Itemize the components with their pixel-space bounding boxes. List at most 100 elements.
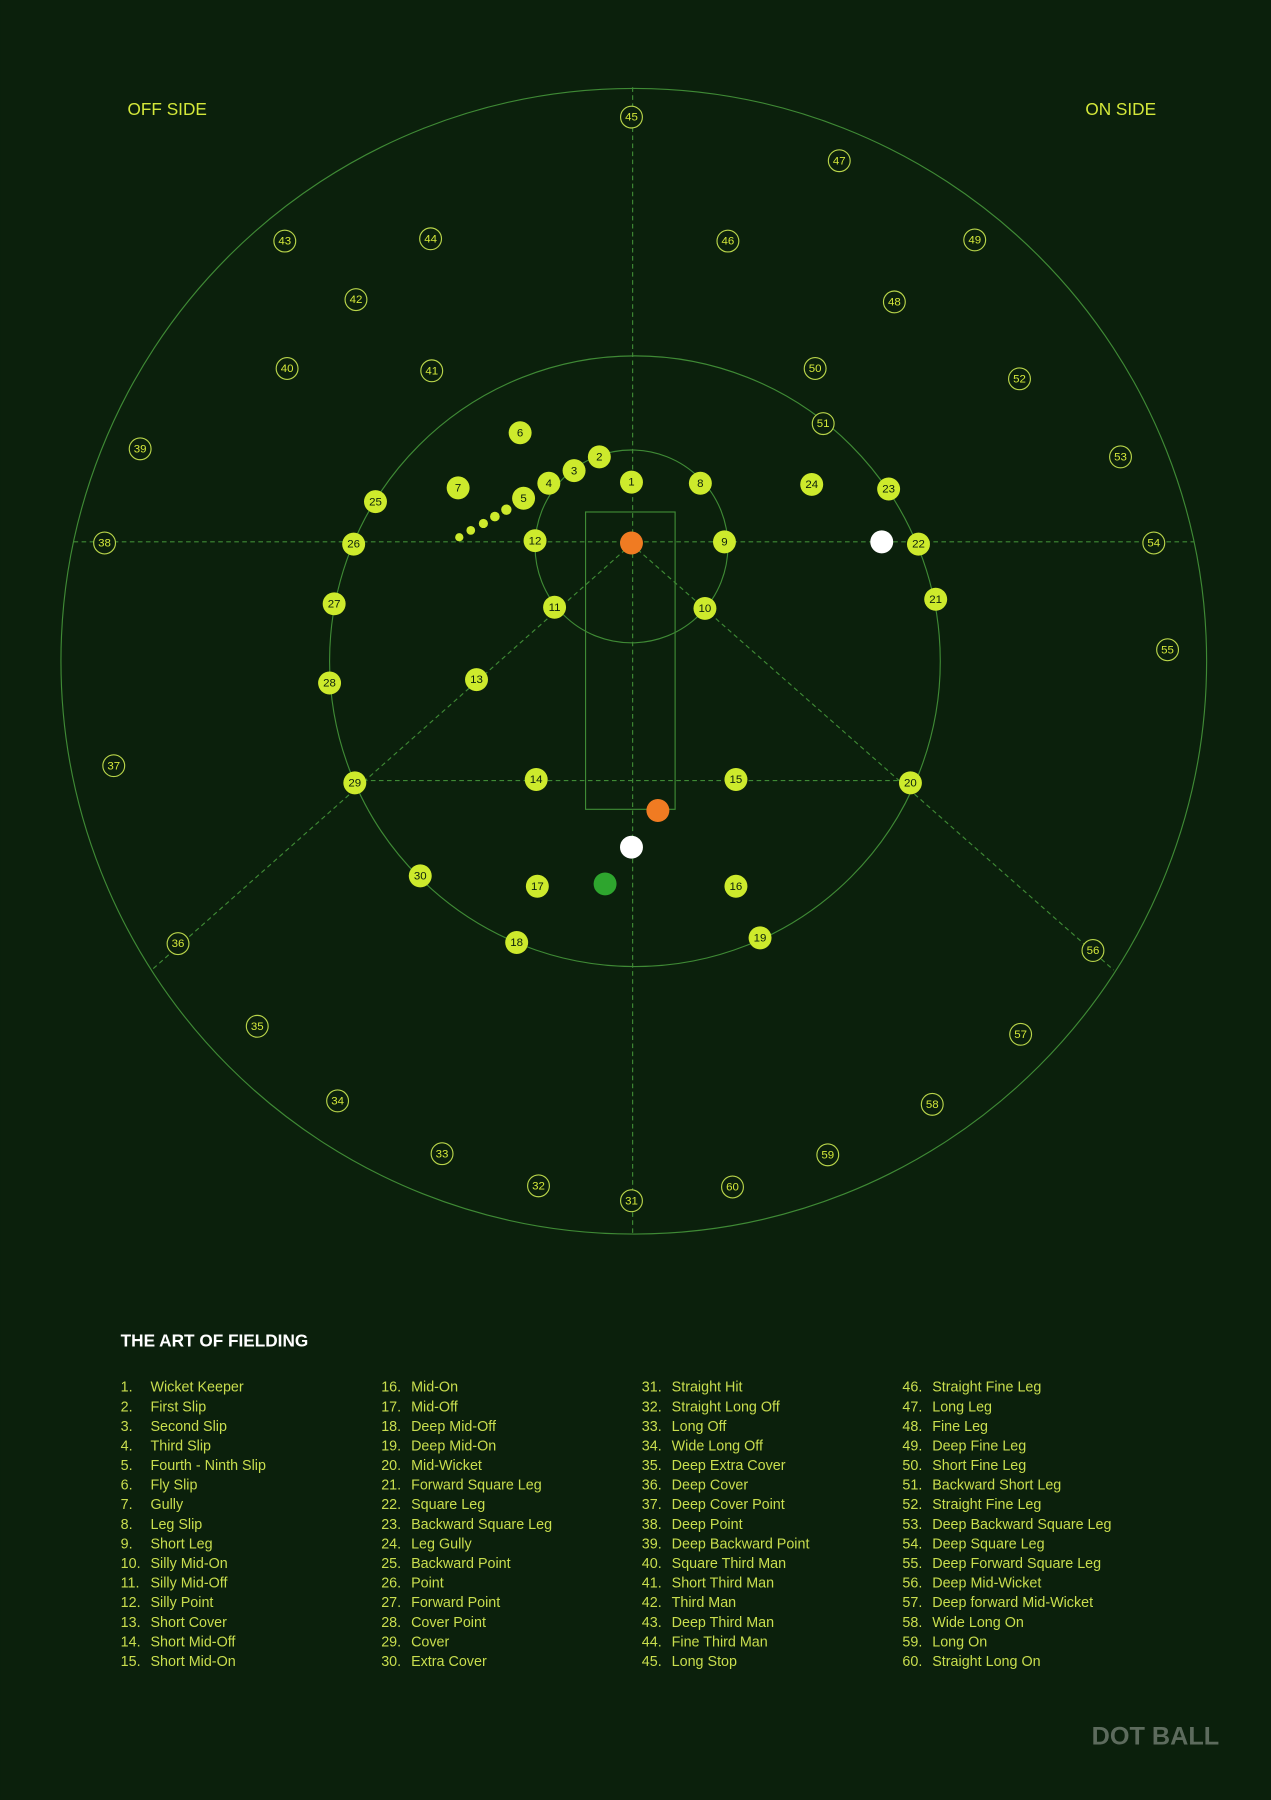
legend-name: Cover (411, 1634, 449, 1650)
legend-number: 22. (381, 1497, 401, 1513)
fielder-marker (523, 529, 547, 553)
legend-number: 24. (381, 1536, 401, 1552)
fielder-marker (1142, 531, 1166, 555)
fielder-number: 58 (926, 1099, 939, 1111)
fielder-number: 57 (1014, 1029, 1027, 1041)
legend-name: Short Mid-On (150, 1654, 235, 1670)
legend-number: 1. (121, 1380, 133, 1396)
slip-dot (501, 504, 512, 515)
slip-dot (478, 518, 488, 529)
fielder-number: 10 (699, 603, 712, 615)
legend-name: Short Cover (150, 1615, 227, 1631)
legend-name: Third Slip (150, 1438, 211, 1454)
slip-dot (455, 533, 464, 542)
legend-number: 31. (642, 1380, 662, 1396)
legend-number: 51. (902, 1478, 922, 1494)
player-dot (646, 798, 670, 822)
fielder-number: 2 (596, 451, 602, 463)
fielder-number: 48 (888, 297, 901, 309)
fielder-number: 52 (1013, 373, 1026, 385)
fielder-number: 59 (821, 1149, 834, 1161)
legend-name: Forward Square Leg (411, 1478, 542, 1494)
fielder-marker (716, 229, 740, 253)
fielder-marker (245, 1014, 269, 1038)
legend-name: Second Slip (150, 1419, 226, 1435)
fielder-number: 38 (98, 538, 111, 550)
legend-number: 47. (902, 1399, 922, 1415)
legend-name: Long Leg (932, 1399, 992, 1415)
legend-number: 15. (121, 1654, 141, 1670)
legend-name: Wicket Keeper (150, 1380, 243, 1396)
fielder-marker (537, 471, 561, 495)
fielder-number: 3 (571, 465, 577, 477)
legend-number: 9. (121, 1536, 133, 1552)
legend-number: 49. (902, 1438, 922, 1454)
fielder-marker (408, 864, 432, 888)
legend-name: Short Mid-Off (150, 1634, 235, 1650)
legend-name: Fly Slip (150, 1478, 197, 1494)
fielder-marker (527, 1174, 550, 1198)
legend-number: 40. (642, 1556, 662, 1572)
fielder-marker (326, 1089, 350, 1113)
fielder-number: 12 (529, 535, 542, 547)
legend-number: 26. (381, 1576, 401, 1592)
legend-name: Deep Third Man (672, 1615, 775, 1631)
legend-number: 41. (642, 1576, 662, 1592)
fielder-number: 46 (722, 236, 735, 248)
fielder-marker (827, 149, 851, 173)
fielder-marker (882, 290, 906, 314)
legend-name: Deep Point (672, 1517, 743, 1533)
fielder-number: 32 (532, 1180, 545, 1192)
legend-number: 27. (381, 1595, 401, 1611)
fielder-marker (898, 771, 922, 795)
legend-name: Deep forward Mid-Wicket (932, 1595, 1093, 1611)
legend-number: 44. (642, 1634, 662, 1650)
fielder-number: 50 (809, 363, 822, 375)
slip-dot (490, 511, 500, 522)
legend-number: 46. (902, 1380, 922, 1396)
legend-number: 6. (121, 1478, 133, 1494)
fielder-marker (1009, 1022, 1033, 1046)
legend-number: 60. (902, 1654, 922, 1670)
fielder-marker (419, 227, 443, 251)
fielder-marker (102, 754, 126, 778)
fielder-number: 53 (1114, 451, 1127, 463)
legend-number: 23. (381, 1517, 401, 1533)
fielder-marker (128, 437, 152, 461)
legend-number: 8. (121, 1517, 133, 1533)
legend-number: 52. (902, 1497, 922, 1513)
fielder-number: 33 (436, 1148, 449, 1160)
fielder-marker (920, 1092, 944, 1116)
fielder-marker (924, 587, 948, 611)
legend-number: 56. (902, 1576, 922, 1592)
legend-name: Backward Short Leg (932, 1478, 1061, 1494)
fielder-number: 55 (1161, 644, 1174, 656)
legend-number: 34. (642, 1438, 662, 1454)
fielder-number: 15 (730, 774, 743, 786)
fielder-marker (748, 926, 772, 950)
fielder-number: 1 (628, 477, 634, 489)
legend-name: Backward Square Leg (411, 1517, 552, 1533)
legend-title: THE ART OF FIELDING (121, 1331, 309, 1351)
legend-name: Straight Fine Leg (932, 1380, 1041, 1396)
legend-number: 20. (381, 1458, 401, 1474)
fielder-number: 7 (455, 482, 461, 494)
fielder-marker (344, 288, 368, 312)
legend-number: 36. (642, 1478, 662, 1494)
legend-number: 4. (121, 1438, 133, 1454)
legend-number: 29. (381, 1634, 401, 1650)
fielder-marker (721, 1175, 744, 1199)
legend-name: Deep Forward Square Leg (932, 1556, 1101, 1572)
fielder-marker (93, 531, 117, 555)
fielder-marker (562, 459, 586, 483)
legend-number: 57. (902, 1595, 922, 1611)
legend-name: Straight Fine Leg (932, 1497, 1041, 1513)
fielder-number: 27 (328, 598, 341, 610)
legend-number: 39. (642, 1536, 662, 1552)
player-dot (620, 531, 643, 555)
fielder-marker (1081, 939, 1105, 962)
legend-name: Square Third Man (672, 1556, 786, 1572)
